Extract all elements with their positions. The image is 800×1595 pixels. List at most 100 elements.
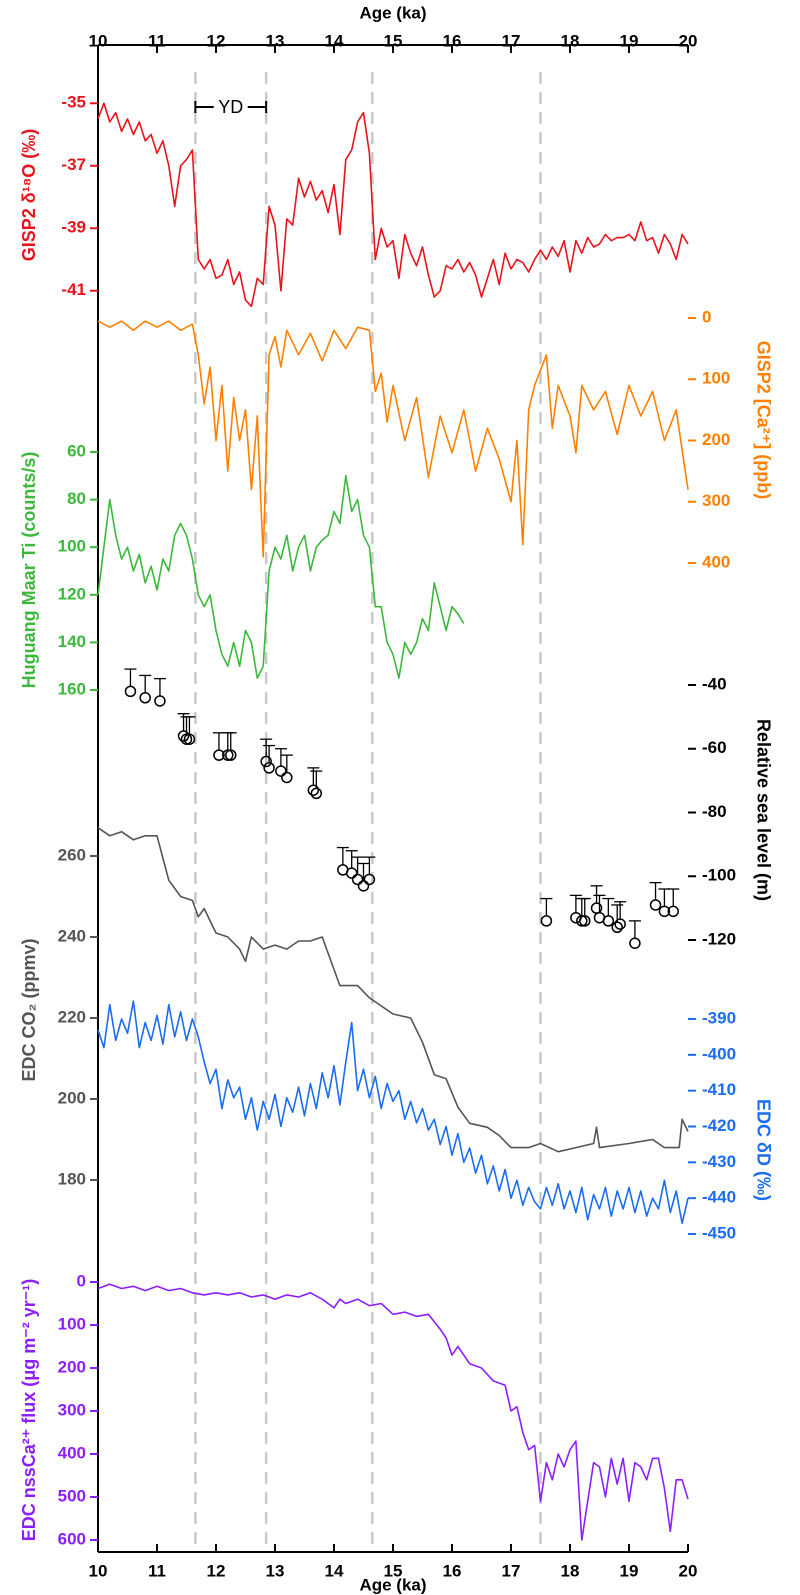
y-axis-title: Huguang Maar Ti (counts/s) (19, 452, 39, 689)
x-tick-label-bottom: 16 (443, 1561, 462, 1580)
data-point (611, 921, 623, 933)
y-tick-label: -430 (702, 1152, 736, 1171)
x-tick-label-bottom: 11 (148, 1561, 166, 1580)
data-point (225, 749, 237, 761)
y-tick-label: -120 (702, 929, 736, 948)
data-point (310, 787, 323, 800)
x-tick-label-top: 13 (266, 31, 285, 50)
y-tick-label: 140 (58, 632, 86, 651)
y-tick-label: 0 (77, 1271, 86, 1290)
x-tick-label-bottom: 14 (325, 1561, 344, 1580)
x-tick-label-bottom: 12 (207, 1561, 226, 1580)
data-point (649, 899, 662, 911)
x-tick-label-top: 17 (502, 31, 521, 50)
data-point (154, 695, 166, 707)
y-tick-label: 100 (58, 537, 86, 556)
y-tick-label: 600 (58, 1529, 86, 1548)
data-point (667, 905, 679, 918)
x-axis-title-bottom: Age (ka) (359, 1575, 426, 1594)
y-tick-label: 0 (702, 307, 711, 326)
data-point (540, 915, 553, 927)
y-tick-label: -80 (702, 802, 727, 821)
y-tick-label: -35 (61, 93, 86, 112)
y-tick-label: 260 (58, 845, 86, 864)
data-point (363, 873, 376, 886)
data-point (576, 915, 588, 927)
y-tick-label: 180 (58, 1169, 86, 1188)
y-tick-label: 220 (58, 1007, 86, 1026)
y-tick-label: 200 (58, 1088, 86, 1107)
y-axis-title: Relative sea level (m) (753, 719, 773, 901)
data-line (97, 475, 465, 679)
y-tick-label: 160 (58, 679, 86, 698)
y-tick-label: -40 (702, 674, 727, 693)
data-point (579, 915, 591, 927)
data-point (139, 692, 151, 704)
x-tick-label-top: 11 (148, 31, 166, 50)
y-tick-label: -100 (702, 866, 736, 885)
annotation-bg (213, 97, 248, 117)
y-tick-label: 400 (58, 1443, 86, 1462)
y-tick-label: -60 (702, 738, 727, 757)
y-tick-label: -440 (702, 1188, 736, 1207)
y-tick-label: 100 (702, 369, 730, 388)
y-tick-label: -390 (702, 1008, 736, 1027)
y-tick-label: 60 (67, 441, 86, 460)
y-tick-label: 300 (58, 1400, 86, 1419)
x-tick-label-bottom: 10 (89, 1561, 108, 1580)
data-point (260, 755, 272, 768)
x-tick-label-bottom: 20 (679, 1561, 698, 1580)
data-point (222, 749, 234, 761)
data-point (263, 762, 275, 774)
y-tick-label: -400 (702, 1044, 736, 1063)
y-tick-label: -450 (702, 1223, 736, 1242)
y-axis-title: GISP2 [Ca²⁺] (ppb) (753, 341, 773, 500)
data-point (177, 730, 190, 742)
y-tick-label: 400 (702, 552, 730, 571)
data-point (345, 867, 358, 879)
data-point (183, 733, 196, 745)
y-axis-title: EDC nssCa²⁺ flux (μg m⁻² yr⁻¹) (19, 1279, 39, 1542)
x-axis-title-top: Age (ka) (359, 3, 426, 22)
y-tick-label: 200 (702, 430, 730, 449)
y-tick-label: -37 (61, 155, 86, 174)
x-tick-label-top: 14 (325, 31, 344, 50)
y-axis-title: EDC δD (‰) (753, 1099, 773, 1201)
data-point (180, 733, 193, 745)
data-line (97, 1283, 689, 1541)
data-point (357, 880, 370, 892)
data-point (307, 784, 320, 796)
y-tick-label: 80 (67, 489, 86, 508)
y-tick-label: 120 (58, 584, 86, 603)
data-point (281, 771, 293, 784)
y-tick-label: 100 (58, 1314, 86, 1333)
x-tick-label-top: 16 (443, 31, 462, 50)
y-axis-title: GISP2 δ¹⁸O (‰) (19, 129, 39, 261)
y-tick-label: -410 (702, 1080, 736, 1099)
data-point (629, 937, 641, 949)
data-line (97, 1000, 689, 1225)
y-tick-label: -420 (702, 1116, 736, 1135)
y-tick-label: -41 (61, 280, 86, 299)
data-point (275, 765, 287, 777)
y-tick-label: 500 (58, 1486, 86, 1505)
y-tick-label: 240 (58, 926, 86, 945)
x-tick-label-bottom: 13 (266, 1561, 285, 1580)
data-point (614, 918, 626, 930)
data-point (213, 749, 225, 761)
x-tick-label-top: 19 (620, 31, 639, 50)
x-tick-label-top: 18 (561, 31, 580, 50)
x-tick-label-bottom: 15 (384, 1561, 403, 1580)
data-line (97, 320, 689, 558)
y-tick-label: -39 (61, 218, 86, 237)
data-point (658, 905, 671, 918)
x-tick-label-bottom: 19 (620, 1561, 639, 1580)
data-point (602, 915, 615, 927)
x-tick-label-top: 12 (207, 31, 226, 50)
x-tick-label-top: 20 (679, 31, 698, 50)
y-tick-label: 200 (58, 1357, 86, 1376)
y-tick-label: 300 (702, 491, 730, 510)
x-tick-label-bottom: 17 (502, 1561, 521, 1580)
y-axis-title: EDC CO₂ (ppmv) (19, 938, 39, 1081)
